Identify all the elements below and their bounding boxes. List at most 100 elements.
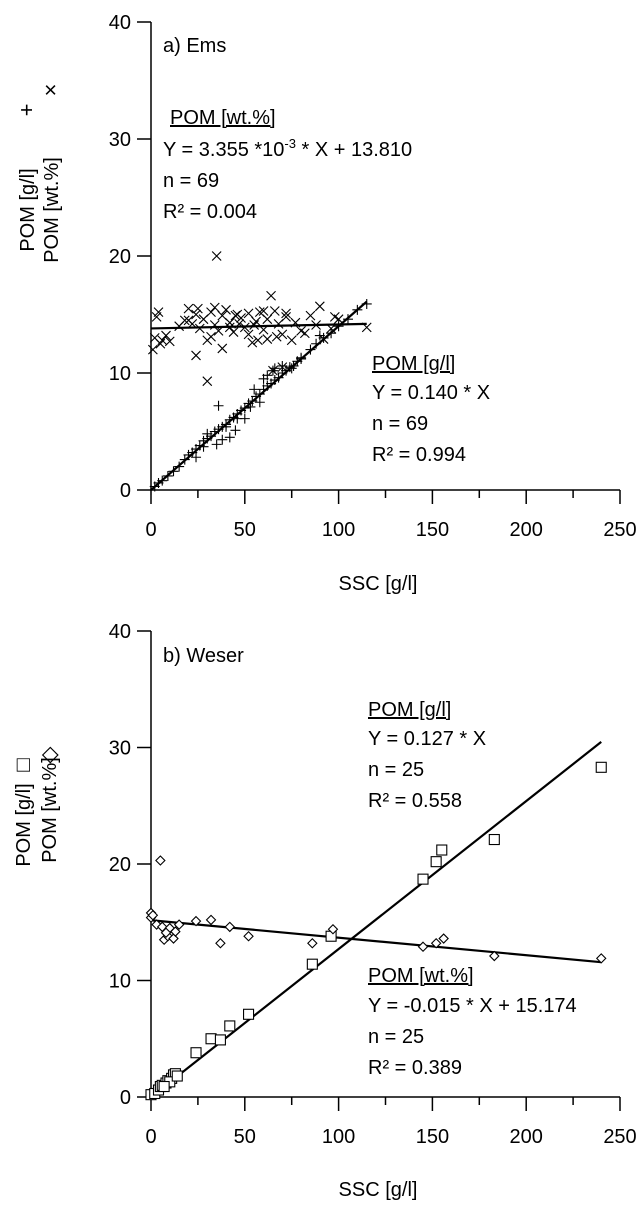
annotation-wt: POM [wt.%] Y = -0.015 * X + 15.174 n = 2… [368, 965, 577, 1079]
data-point-cross [211, 251, 222, 261]
data-point-cross [234, 318, 245, 329]
data-point-cross [202, 376, 213, 387]
data-point-plus [168, 466, 179, 477]
data-point-cross [209, 320, 220, 330]
y-tick-label: 10 [109, 971, 131, 993]
data-point-cross [153, 307, 164, 318]
x-tick-label: 250 [603, 519, 636, 541]
data-point-square [190, 1047, 202, 1059]
data-point-cross [191, 309, 201, 320]
y-tick-label: 20 [109, 246, 131, 268]
data-point-diamond [205, 914, 217, 926]
data-point-cross [179, 315, 190, 326]
data-point-plus [277, 360, 288, 371]
data-point-plus [217, 434, 228, 445]
data-point-cross [305, 310, 316, 321]
data-point-diamond [215, 937, 226, 949]
data-point-plus [162, 470, 173, 481]
x-tick-label: 0 [145, 1126, 156, 1148]
data-point-plus [286, 363, 297, 374]
data-point-cross [213, 325, 224, 336]
data-point-square [430, 856, 442, 868]
data-point-cross [281, 308, 291, 319]
data-point-diamond [595, 953, 607, 964]
data-point-diamond [190, 915, 202, 927]
data-point-square [306, 958, 318, 970]
annotation-title: POM [g/l] [372, 353, 455, 375]
y-tick-label: 40 [109, 621, 131, 643]
data-point-cross [268, 365, 278, 376]
ylabel-line1: POM [g/l] [13, 783, 35, 866]
ylabel-marker1: □ [10, 758, 35, 771]
data-point-cross [161, 330, 171, 341]
y-tick-label: 30 [109, 738, 131, 760]
data-point-cross [249, 320, 260, 330]
data-point-diamond [147, 909, 159, 921]
panel-weser: POM [g/l] POM [wt.%] □ ◇ b) Weser SSC [g… [10, 621, 637, 1201]
data-point-cross [239, 322, 250, 333]
data-point-cross [206, 331, 216, 342]
x-tick-label: 150 [416, 519, 449, 541]
x-tick-label: 50 [234, 519, 256, 541]
annotation-equation: Y = 3.355 *10-3 * X + 13.810 [163, 136, 412, 161]
data-point-plus [245, 401, 256, 412]
annotation-n: n = 25 [368, 759, 424, 781]
annotation-title: POM [wt.%] [368, 965, 474, 987]
data-point-plus [361, 298, 372, 309]
data-point-diamond [489, 950, 500, 962]
data-point-cross [281, 311, 291, 322]
data-point-square [243, 1008, 255, 1020]
data-point-plus [333, 321, 344, 332]
data-point-cross [262, 314, 273, 325]
panel-ems: POM [g/l] POM [wt.%] + × a) Ems SSC [g/l… [14, 12, 637, 595]
data-point-plus [230, 425, 241, 436]
data-point-cross [247, 337, 258, 348]
data-point-square [171, 1070, 183, 1082]
annotation-n: n = 69 [372, 413, 428, 435]
data-point-cross [299, 328, 310, 339]
annotation-r2: R² = 0.994 [372, 444, 466, 466]
ylabel-line1: POM [g/l] [17, 168, 39, 251]
data-point-plus [262, 370, 273, 381]
data-point-square [595, 761, 607, 773]
data-point-square [158, 1080, 170, 1093]
annotation-r2: R² = 0.389 [368, 1057, 462, 1079]
annotation-equation-exponent: -3 [284, 136, 296, 151]
data-point-plus [249, 384, 260, 395]
x-tick-label: 50 [234, 1126, 256, 1148]
data-point-diamond [155, 855, 166, 866]
ylabel-line2: POM [wt.%] [39, 757, 61, 863]
x-tick-label: 200 [510, 519, 543, 541]
x-tick-label: 150 [416, 1126, 449, 1148]
data-point-square [214, 1034, 226, 1046]
data-point-cross [230, 310, 241, 321]
data-point-diamond [160, 927, 172, 939]
y-tick-label: 0 [120, 480, 131, 502]
data-point-cross [183, 303, 194, 314]
data-point-cross [206, 307, 216, 318]
data-point-cross [318, 334, 329, 344]
data-point-plus [211, 439, 222, 450]
annotation-gl: POM [g/l] Y = 0.127 * X n = 25 R² = 0.55… [368, 699, 486, 812]
data-point-cross [258, 306, 269, 316]
data-point-cross [361, 322, 372, 333]
data-point-cross [191, 350, 201, 361]
data-point-plus [157, 475, 168, 486]
data-point-square [417, 873, 429, 885]
annotation-equation: Y = 0.127 * X [368, 728, 486, 750]
panel-label: b) Weser [163, 645, 244, 667]
data-point-cross [224, 322, 235, 333]
data-point-cross [329, 311, 340, 322]
data-point-cross [311, 320, 321, 330]
data-point-cross [286, 335, 297, 346]
fit-line [150, 322, 367, 330]
data-point-square [224, 1020, 236, 1032]
data-point-cross [266, 290, 276, 301]
data-point-plus [213, 400, 224, 411]
data-point-cross [224, 317, 235, 328]
data-point-cross [193, 303, 203, 314]
data-point-cross [277, 329, 288, 340]
x-tick-label: 0 [145, 519, 156, 541]
data-point-diamond [327, 923, 339, 935]
